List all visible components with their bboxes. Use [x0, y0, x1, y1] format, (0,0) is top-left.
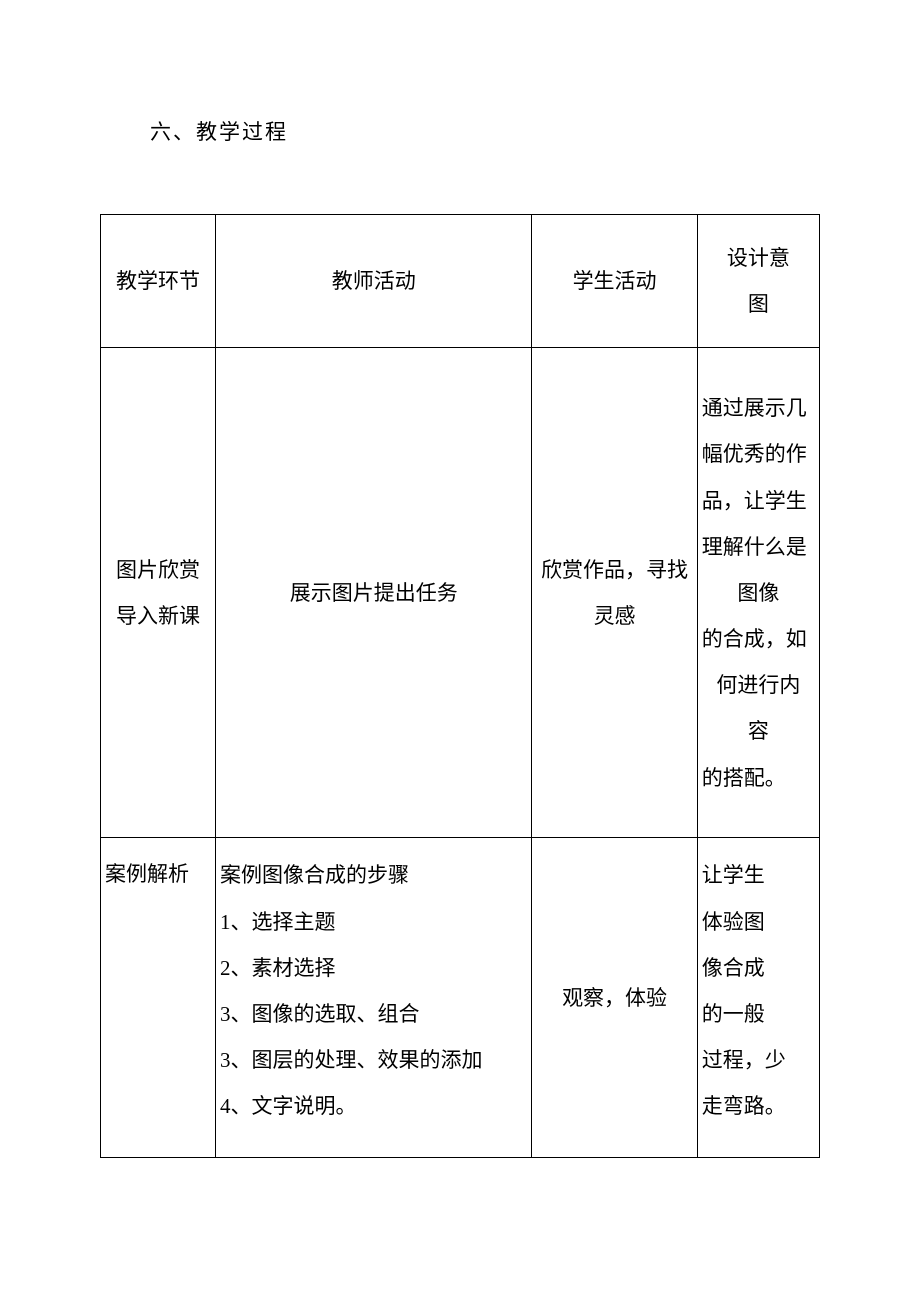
row3-col2-line6: 4、文字说明。	[220, 1083, 527, 1129]
row3-col4-line1: 让学生	[702, 852, 815, 898]
row2-col4-line5: 图像	[702, 570, 815, 616]
table-row: 图片欣赏 导入新课 展示图片提出任务 欣赏作品，寻找 灵感 通过展示几 幅优秀的…	[101, 348, 820, 838]
row3-col4-line4: 的一般	[702, 991, 815, 1037]
row2-col3-line1: 欣赏作品，寻找	[534, 547, 694, 593]
row3-col4: 让学生 体验图 像合成 的一般 过程，少 走弯路。	[697, 838, 819, 1158]
row2-col4-line1: 通过展示几	[702, 385, 815, 431]
row3-col3: 观察，体验	[532, 838, 697, 1158]
row2-col4-line9: 的搭配。	[702, 755, 815, 801]
row3-col4-line5: 过程，少	[702, 1037, 815, 1083]
row2-col4-line6: 的合成，如	[702, 616, 815, 662]
row3-col1: 案例解析	[101, 838, 216, 1158]
row2-col4-line7: 何进行内	[702, 662, 815, 708]
row3-col2-line4: 3、图像的选取、组合	[220, 991, 527, 1037]
row2-col2: 展示图片提出任务	[216, 348, 532, 838]
row3-col4-line3: 像合成	[702, 945, 815, 991]
row2-col3: 欣赏作品，寻找 灵感	[532, 348, 697, 838]
header-col3: 学生活动	[532, 215, 697, 348]
row2-col4-line4: 理解什么是	[702, 524, 815, 570]
row3-col4-line2: 体验图	[702, 899, 815, 945]
row2-col1: 图片欣赏 导入新课	[101, 348, 216, 838]
row3-col2-line1: 案例图像合成的步骤	[220, 852, 527, 898]
row3-col2-line2: 1、选择主题	[220, 899, 527, 945]
row2-col4-line3: 品，让学生	[702, 478, 815, 524]
row3-col2: 案例图像合成的步骤 1、选择主题 2、素材选择 3、图像的选取、组合 3、图层的…	[216, 838, 532, 1158]
table-row: 案例解析 案例图像合成的步骤 1、选择主题 2、素材选择 3、图像的选取、组合 …	[101, 838, 820, 1158]
row2-col1-line1: 图片欣赏	[103, 547, 213, 593]
header-col1: 教学环节	[101, 215, 216, 348]
header-col4-line1: 设计意	[700, 235, 817, 281]
header-col4: 设计意 图	[697, 215, 819, 348]
row2-col4-line2: 幅优秀的作	[702, 431, 815, 477]
row2-col4-line8: 容	[702, 708, 815, 754]
section-heading: 六、教学过程	[150, 110, 820, 154]
row3-col2-line3: 2、素材选择	[220, 945, 527, 991]
row3-col2-line5: 3、图层的处理、效果的添加	[220, 1037, 527, 1083]
row2-col3-line2: 灵感	[534, 593, 694, 639]
row2-col1-line2: 导入新课	[103, 593, 213, 639]
table-header-row: 教学环节 教师活动 学生活动 设计意 图	[101, 215, 820, 348]
teaching-process-table: 教学环节 教师活动 学生活动 设计意 图 图片欣赏 导入新课 展示图片提出任务 …	[100, 214, 820, 1158]
header-col4-line2: 图	[700, 281, 817, 327]
row2-col4: 通过展示几 幅优秀的作 品，让学生 理解什么是 图像 的合成，如 何进行内 容 …	[697, 348, 819, 838]
row3-col4-line6: 走弯路。	[702, 1083, 815, 1129]
header-col2: 教师活动	[216, 215, 532, 348]
